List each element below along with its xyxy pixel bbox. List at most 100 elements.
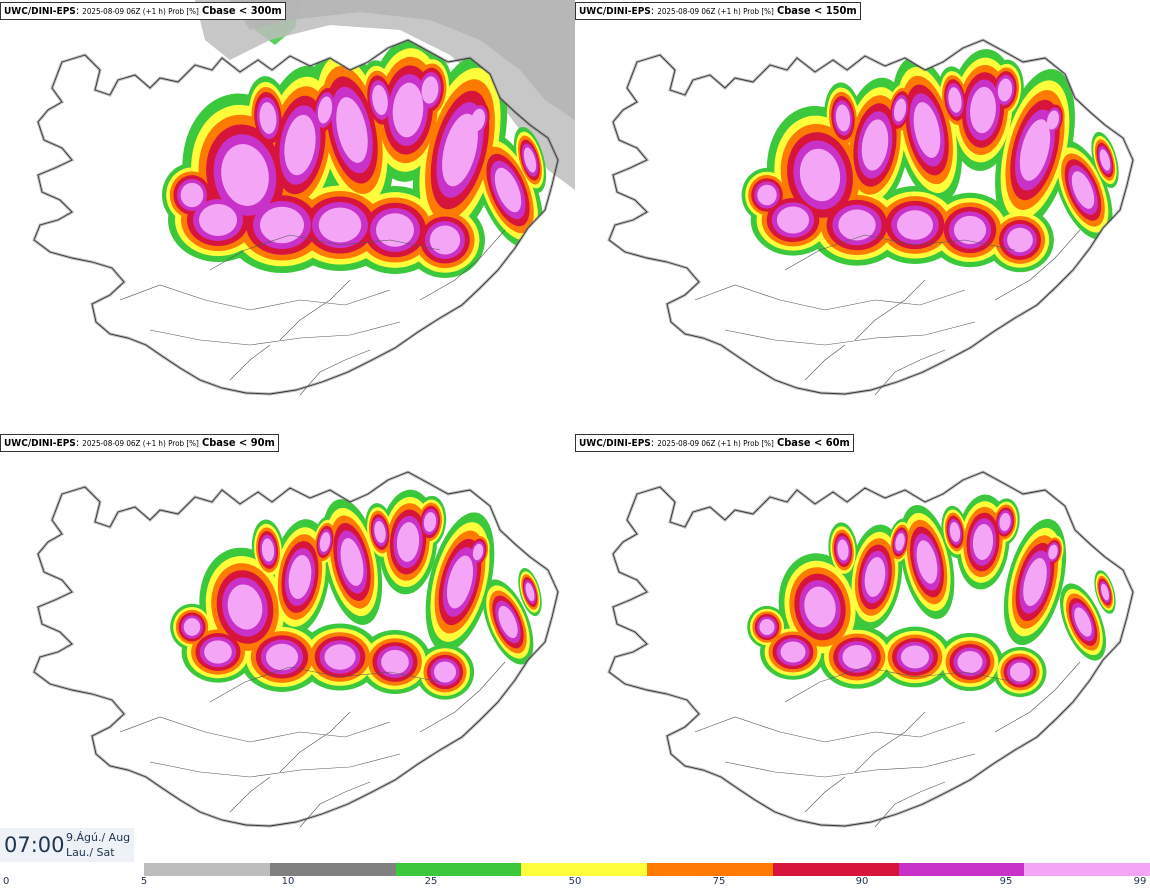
probability-contour xyxy=(893,98,907,122)
probability-contour xyxy=(421,76,439,104)
region-boundary xyxy=(854,279,926,341)
model-name: UWC/DINI-EPS xyxy=(4,438,76,449)
probability-contour xyxy=(759,618,775,636)
coastline xyxy=(33,39,559,395)
map-panel-cbase-300: UWC/DINI-EPS: 2025-08-09 06Z (+1 h) Prob… xyxy=(0,0,575,430)
legend-swatch-10-25 xyxy=(269,863,396,876)
probability-contour xyxy=(957,650,983,674)
probability-contour xyxy=(970,86,996,134)
probability-contour xyxy=(1023,558,1047,606)
probability-contour xyxy=(1071,171,1095,209)
probability-contour xyxy=(470,108,486,132)
region-boundary xyxy=(874,349,946,396)
probability-contour xyxy=(336,97,368,163)
region-boundary xyxy=(229,344,271,381)
probability-contour xyxy=(372,84,388,116)
probability-map xyxy=(0,0,575,430)
cloud-base-threshold: Cbase < 150m xyxy=(776,4,857,17)
probability-contour xyxy=(180,182,204,208)
region-boundary xyxy=(784,666,1016,703)
probability-contour xyxy=(842,644,872,670)
probability-contour xyxy=(204,640,232,664)
probability-contour xyxy=(997,78,1013,102)
run-info: 2025-08-09 06Z (+1 h) Prob [%] xyxy=(82,7,199,16)
probability-contour xyxy=(340,538,364,586)
probability-map xyxy=(0,432,575,862)
map-panel-cbase-150: UWC/DINI-EPS: 2025-08-09 06Z (+1 h) Prob… xyxy=(575,0,1150,430)
probability-contour xyxy=(376,213,414,247)
legend-swatch-75-90 xyxy=(647,863,773,876)
region-boundary xyxy=(299,781,371,828)
map-panel-cbase-90: UWC/DINI-EPS: 2025-08-09 06Z (+1 h) Prob… xyxy=(0,432,575,862)
probability-contour xyxy=(265,643,299,671)
probability-contour xyxy=(494,167,522,213)
region-boundary xyxy=(209,666,441,703)
region-boundary xyxy=(419,661,506,733)
model-name: UWC/DINI-EPS xyxy=(579,438,651,449)
coastline xyxy=(608,471,1134,827)
region-boundary xyxy=(854,711,926,773)
probability-contour xyxy=(780,641,806,663)
probability-contour xyxy=(221,144,269,206)
legend-tick: 50 xyxy=(568,876,582,887)
region-boundary xyxy=(874,781,946,828)
valid-weekday: Lau./ Sat xyxy=(66,846,115,859)
probability-contour xyxy=(838,209,876,241)
probability-contour xyxy=(913,102,941,158)
region-boundary xyxy=(279,279,351,341)
legend-tick: 5 xyxy=(140,876,148,887)
legend-tick: 90 xyxy=(855,876,869,887)
legend-tick: 25 xyxy=(424,876,438,887)
valid-time: 07:00 xyxy=(4,833,65,857)
probability-contour xyxy=(319,532,331,552)
legend-swatch-50-75 xyxy=(521,863,647,876)
model-name: UWC/DINI-EPS xyxy=(579,6,651,17)
region-boundary xyxy=(299,349,371,396)
probability-contour xyxy=(429,225,461,255)
legend-swatch-90-95 xyxy=(772,863,899,876)
region-boundary xyxy=(119,716,391,743)
probability-map xyxy=(575,0,1150,430)
region-boundary xyxy=(119,284,391,311)
probability-field xyxy=(747,494,1116,698)
probability-contour xyxy=(1048,544,1058,560)
probability-contour xyxy=(804,586,836,628)
probability-contour xyxy=(392,82,424,138)
probability-contour xyxy=(900,645,930,669)
probability-contour xyxy=(972,523,994,561)
probability-contour xyxy=(1007,227,1033,253)
probability-contour xyxy=(324,644,356,670)
sea-fog-field xyxy=(195,0,575,190)
probability-contour xyxy=(953,215,987,245)
legend-swatch-5-10 xyxy=(144,863,270,876)
probability-contour xyxy=(446,555,474,609)
region-boundary xyxy=(994,229,1081,301)
probability-contour xyxy=(396,522,420,562)
region-boundary xyxy=(784,234,1016,271)
legend-swatch-25-50 xyxy=(395,863,522,876)
cloud-base-threshold: Cbase < 60m xyxy=(776,436,850,449)
probability-contour xyxy=(864,557,886,597)
coastline xyxy=(608,39,1134,395)
probability-contour xyxy=(948,87,962,113)
cloud-base-threshold: Cbase < 90m xyxy=(201,436,275,449)
probability-contour xyxy=(1100,583,1110,601)
panel-title: UWC/DINI-EPS: 2025-08-09 06Z (+1 h) Prob… xyxy=(575,434,854,452)
probability-contour xyxy=(1074,607,1092,637)
probability-field xyxy=(741,49,1119,273)
region-boundary xyxy=(149,753,401,778)
run-info: 2025-08-09 06Z (+1 h) Prob [%] xyxy=(657,439,774,448)
probability-contour xyxy=(837,539,849,561)
legend-tick: 75 xyxy=(712,876,726,887)
region-boundary xyxy=(694,284,966,311)
probability-contour xyxy=(381,649,409,675)
region-boundary xyxy=(724,753,976,778)
probability-contour xyxy=(442,113,478,187)
probability-contour xyxy=(433,661,457,683)
probability-contour xyxy=(259,102,277,134)
probability-contour xyxy=(227,584,263,630)
probability-contour xyxy=(261,538,275,562)
region-boundary xyxy=(279,711,351,773)
probability-contour xyxy=(1046,110,1060,130)
probability-contour xyxy=(895,533,905,551)
